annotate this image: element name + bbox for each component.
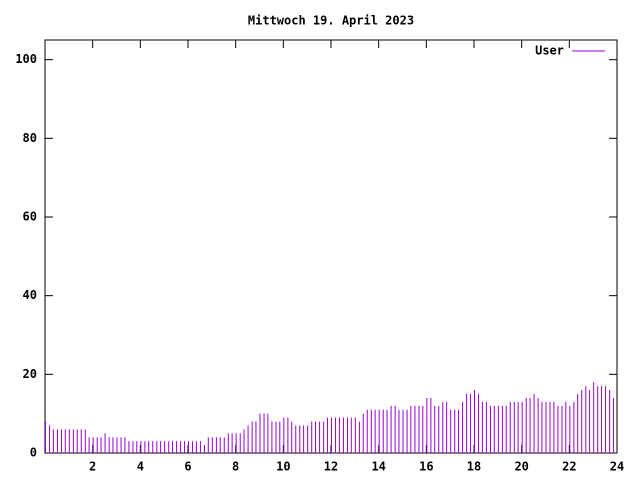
y-tick-label: 0 (30, 446, 37, 460)
x-tick-label: 2 (89, 460, 96, 474)
x-tick-label: 16 (419, 460, 433, 474)
x-tick-label: 10 (276, 460, 290, 474)
plot-frame (44, 39, 618, 454)
legend-label: User (535, 44, 564, 58)
y-tick-label: 20 (23, 367, 37, 381)
x-tick-label: 18 (467, 460, 481, 474)
x-tick-label: 22 (562, 460, 576, 474)
x-tick-label: 6 (184, 460, 191, 474)
x-tick-label: 8 (232, 460, 239, 474)
x-tick-label: 14 (371, 460, 385, 474)
chart-title: Mittwoch 19. April 2023 (248, 14, 414, 28)
y-tick-label: 80 (23, 131, 37, 145)
x-tick-label: 20 (514, 460, 528, 474)
x-tick-label: 24 (610, 460, 624, 474)
x-tick-label: 4 (137, 460, 144, 474)
y-tick-label: 100 (15, 52, 37, 66)
y-tick-label: 60 (23, 210, 37, 224)
y-tick-label: 40 (23, 288, 37, 302)
x-tick-label: 12 (324, 460, 338, 474)
